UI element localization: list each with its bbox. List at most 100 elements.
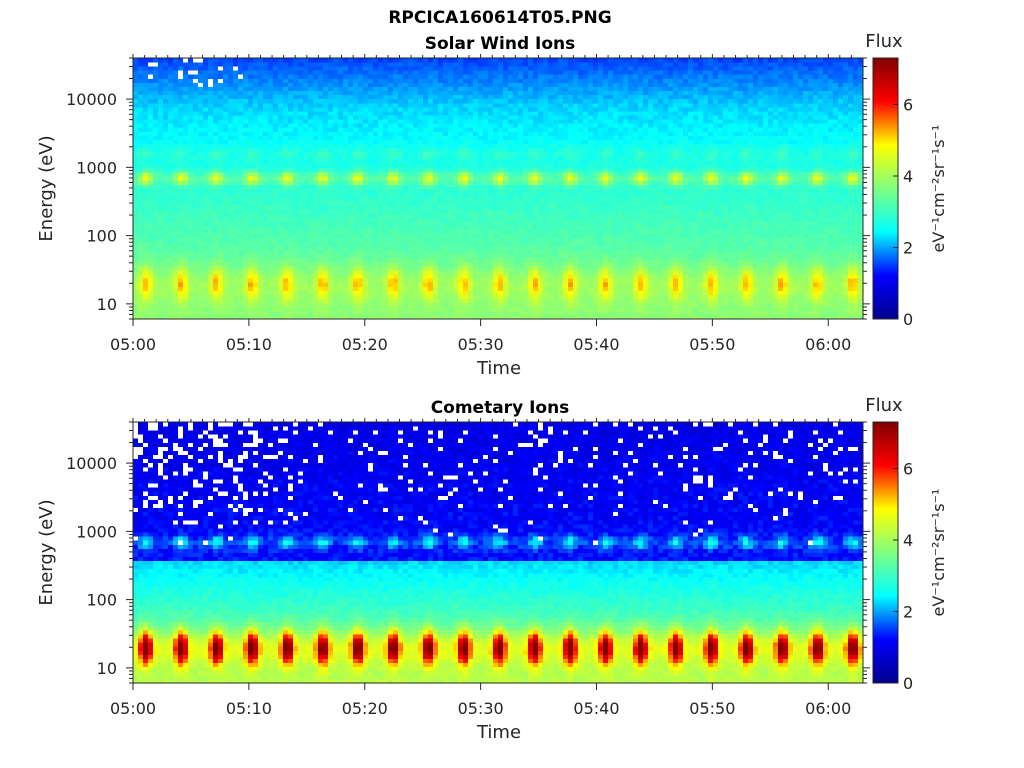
- heatmap-cell: [463, 143, 469, 149]
- heatmap-cell: [398, 155, 404, 161]
- heatmap-cell: [203, 196, 209, 202]
- heatmap-cell: [383, 200, 389, 206]
- heatmap-cell: [453, 147, 459, 153]
- heatmap-cell: [443, 302, 449, 308]
- heatmap-cell: [133, 123, 139, 128]
- heatmap-cell: [223, 115, 229, 120]
- heatmap-cell: [338, 159, 344, 165]
- heatmap-cell: [468, 123, 474, 128]
- heatmap-cell: [138, 274, 144, 279]
- heatmap-cell: [358, 265, 364, 271]
- heatmap-cell: [408, 159, 414, 165]
- heatmap-cell: [338, 66, 344, 71]
- heatmap-cell: [398, 102, 404, 108]
- heatmap-cell: [173, 94, 179, 100]
- heatmap-cell: [143, 74, 149, 79]
- heatmap-cell: [133, 176, 139, 181]
- heatmap-cell: [148, 298, 154, 304]
- heatmap-cell: [258, 180, 264, 185]
- heatmap-cell: [173, 78, 179, 83]
- heatmap-cell: [258, 139, 264, 145]
- heatmap-cell: [288, 159, 294, 165]
- heatmap-cell: [198, 86, 204, 92]
- heatmap-cell: [343, 310, 349, 316]
- heatmap-cell: [233, 143, 239, 149]
- heatmap-cell: [488, 237, 494, 242]
- heatmap-cell: [178, 66, 184, 71]
- heatmap-cell: [393, 233, 399, 238]
- heatmap-cell: [363, 257, 369, 263]
- heatmap-cell: [223, 282, 229, 287]
- heatmap-cell: [383, 86, 389, 92]
- heatmap-cell: [433, 282, 439, 287]
- heatmap-cell: [283, 294, 289, 300]
- heatmap-cell: [208, 245, 214, 251]
- heatmap-cell: [373, 172, 379, 177]
- heatmap-cell: [233, 221, 239, 226]
- heatmap-cell: [173, 74, 179, 79]
- heatmap-cell: [228, 278, 234, 283]
- heatmap-cell: [458, 86, 464, 92]
- heatmap-cell: [303, 204, 309, 210]
- heatmap-cell: [238, 102, 244, 108]
- heatmap-cell: [353, 188, 359, 193]
- heatmap-cell: [323, 221, 329, 226]
- heatmap-cell: [458, 180, 464, 185]
- heatmap-cell: [218, 119, 224, 124]
- heatmap-cell: [223, 62, 229, 67]
- heatmap-cell: [318, 249, 324, 255]
- heatmap-cell: [268, 164, 274, 169]
- heatmap-cell: [463, 192, 469, 198]
- heatmap-cell: [253, 127, 259, 132]
- heatmap-cell: [298, 127, 304, 132]
- heatmap-cell: [268, 135, 274, 140]
- heatmap-cell: [193, 270, 199, 275]
- heatmap-cell: [313, 106, 319, 112]
- heatmap-cell: [503, 70, 509, 75]
- heatmap-cell: [348, 306, 354, 312]
- heatmap-cell: [343, 298, 349, 304]
- heatmap-cell: [323, 265, 329, 271]
- heatmap-cell: [238, 135, 244, 140]
- heatmap-cell: [458, 265, 464, 271]
- heatmap-cell: [178, 257, 184, 263]
- heatmap-cell: [168, 257, 174, 263]
- heatmap-cell: [498, 249, 504, 255]
- heatmap-cell: [293, 119, 299, 124]
- heatmap-cell: [268, 274, 274, 279]
- heatmap-cell: [178, 82, 184, 87]
- heatmap-cell: [373, 176, 379, 181]
- heatmap-cell: [513, 270, 519, 275]
- heatmap-cell: [388, 143, 394, 149]
- heatmap-cell: [413, 147, 419, 153]
- heatmap-cell: [133, 294, 139, 300]
- heatmap-cell: [423, 274, 429, 279]
- heatmap-cell: [328, 204, 334, 210]
- heatmap-cell: [248, 253, 254, 259]
- heatmap-cell: [298, 139, 304, 145]
- heatmap-cell: [383, 208, 389, 214]
- heatmap-cell: [363, 208, 369, 214]
- heatmap-cell: [318, 115, 324, 120]
- heatmap-cell: [223, 127, 229, 132]
- heatmap-cell: [283, 249, 289, 255]
- heatmap-cell: [338, 294, 344, 300]
- heatmap-cell: [493, 66, 499, 71]
- heatmap-cell: [288, 147, 294, 153]
- heatmap-cell: [178, 184, 184, 189]
- heatmap-cell: [283, 143, 289, 149]
- heatmap-cell: [203, 98, 209, 104]
- heatmap-cell: [433, 221, 439, 226]
- heatmap-cell: [213, 151, 219, 157]
- heatmap-cell: [178, 188, 184, 193]
- heatmap-cell: [338, 265, 344, 271]
- heatmap-cell: [388, 265, 394, 271]
- heatmap-cell: [183, 257, 189, 263]
- heatmap-cell: [363, 274, 369, 279]
- heatmap-cell: [343, 131, 349, 136]
- heatmap-cell: [423, 74, 429, 79]
- heatmap-cell: [478, 184, 484, 189]
- heatmap-cell: [453, 106, 459, 112]
- heatmap-cell: [243, 123, 249, 128]
- heatmap-cell: [208, 270, 214, 275]
